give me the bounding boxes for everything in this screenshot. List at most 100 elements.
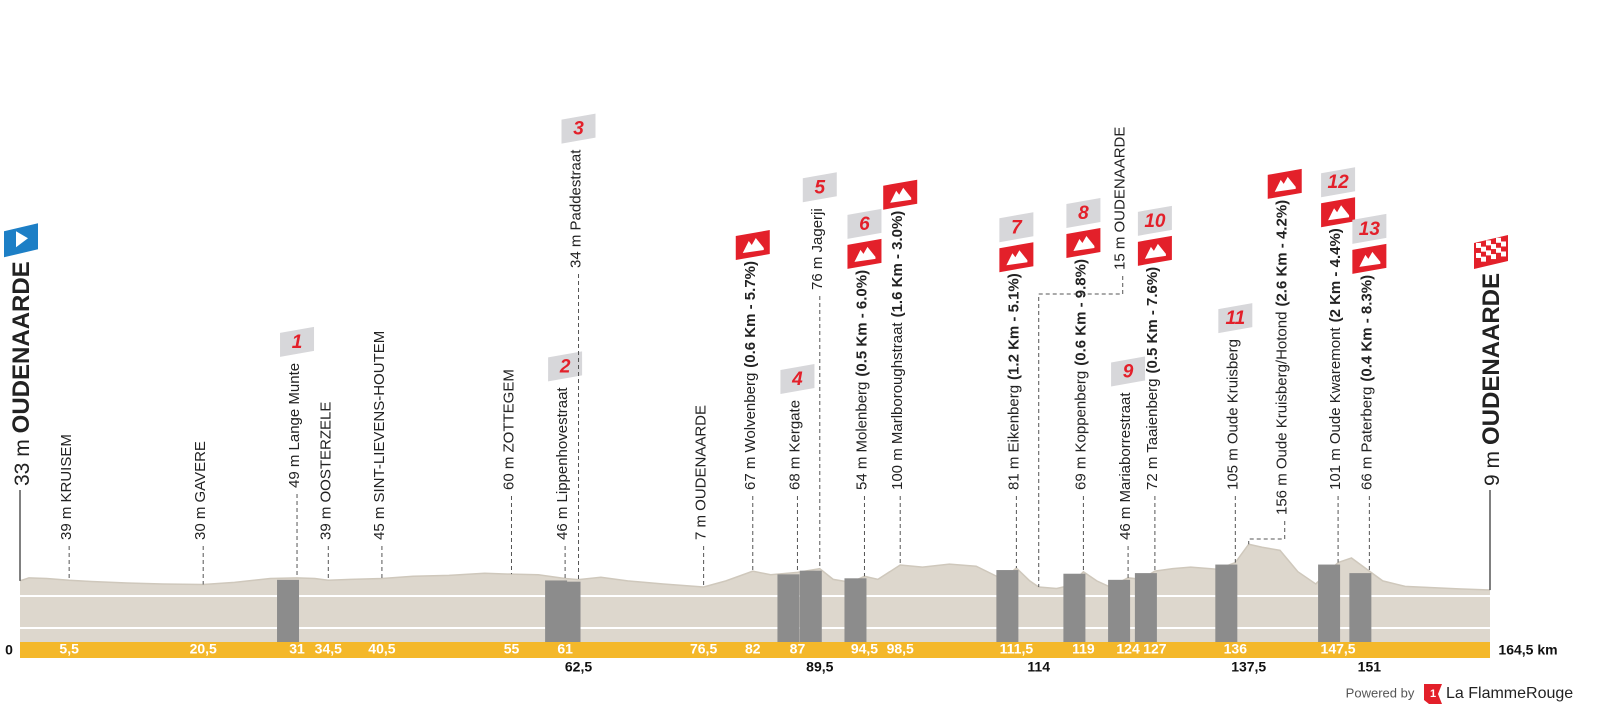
waypoint-label: 49 m Lange Munte [286, 363, 303, 488]
sector-number: 3 [573, 119, 584, 140]
waypoint-label: 100 m Marlboroughstraat (1.6 Km - 3.0%) [889, 211, 906, 490]
waypoint-name: 100 m Marlboroughstraat [889, 322, 906, 490]
km-label: 111,5 [1000, 641, 1034, 657]
sector-number: 11 [1225, 308, 1245, 329]
sector-shade [1134, 573, 1157, 642]
waypoint-label: 60 m ZOTTEGEM [500, 369, 517, 490]
sector-flag [780, 363, 815, 394]
waypoint-label: 39 m KRUISEM [58, 434, 75, 540]
sector-flag [1137, 205, 1172, 236]
waypoint-label: 81 m Eikenberg (1.2 Km - 5.1%) [1005, 273, 1022, 490]
waypoint-label: 30 m GAVERE [192, 441, 209, 540]
waypoint-name: 30 m GAVERE [192, 441, 209, 540]
waypoint-name: 76 m Jagerji [809, 208, 826, 290]
sector-shade [799, 570, 822, 642]
start-arrow [16, 231, 28, 248]
climb-mountain [1328, 205, 1350, 221]
finish-check [1476, 242, 1481, 248]
waypoint-label: 156 m Oude Kruisberg/Hotond (2.6 Km - 4.2… [1274, 200, 1291, 515]
waypoint-name: 54 m Molenberg [853, 382, 870, 490]
sector-flag [999, 212, 1034, 243]
km-label: 0 [5, 642, 13, 658]
sector-shade [996, 570, 1019, 642]
waypoint-name: 105 m Oude Kruisberg [1224, 339, 1241, 490]
sector-shade [1349, 573, 1372, 642]
km-label: 164,5 km [1498, 642, 1557, 658]
sector-number: 4 [791, 369, 803, 390]
km-label: 89,5 [806, 659, 833, 675]
sector-number: 8 [1078, 203, 1089, 224]
brand: La FlammeRouge [1446, 685, 1573, 702]
endpoint-name: OUDENAARDE [1478, 273, 1505, 445]
waypoint-name: 66 m Paterberg [1358, 387, 1375, 490]
finish-check [1486, 250, 1491, 256]
climb-mountain [1144, 243, 1166, 259]
waypoint-label: 72 m Taaienberg (0.5 Km - 7.6%) [1144, 267, 1161, 490]
sector-number: 5 [814, 177, 825, 198]
sector-flag [1352, 213, 1387, 244]
climb-info: (1.2 Km - 5.1%) [1005, 273, 1022, 380]
waypoint-label: 105 m Oude Kruisberg [1224, 339, 1241, 490]
waypoint-label: 7 m OUDENAARDE [693, 405, 710, 540]
leader-line [1248, 521, 1286, 545]
waypoint-name: 45 m SINT-LIEVENS-HOUTEM [371, 331, 388, 540]
sector-number: 9 [1123, 361, 1134, 382]
km-label: 136 [1224, 641, 1248, 657]
finish-check [1501, 251, 1506, 257]
sector-flag [847, 208, 882, 239]
waypoint-label: 66 m Paterberg (0.4 Km - 8.3%) [1358, 275, 1375, 490]
sector-number: 13 [1359, 219, 1381, 240]
waypoint-name: 156 m Oude Kruisberg/Hotond [1274, 312, 1291, 515]
climb-info: (0.4 Km - 8.3%) [1358, 275, 1375, 382]
sector-shade [277, 579, 300, 642]
waypoint-label: 68 m Kergate [786, 400, 803, 490]
sector-flag [1066, 198, 1101, 229]
finish-check [1476, 252, 1481, 258]
km-label: 20,5 [190, 641, 217, 657]
waypoint-name: 46 m Mariaborrestraat [1117, 392, 1134, 540]
km-label: 137,5 [1231, 659, 1266, 675]
sector-shade [1215, 564, 1238, 642]
finish-check [1501, 241, 1506, 247]
endpoint-label: 9 m OUDENAARDE [1478, 273, 1505, 486]
km-label: 124 [1116, 641, 1140, 657]
waypoint-label: 101 m Oude Kwaremont (2 Km - 4.4%) [1327, 228, 1344, 490]
finish-check [1486, 240, 1491, 246]
waypoint-label: 46 m Mariaborrestraat [1117, 392, 1134, 540]
km-label: 98,5 [887, 641, 914, 657]
climb-mountain [1006, 250, 1028, 266]
waypoint-name: 81 m Eikenberg [1005, 385, 1022, 490]
waypoint-name: 49 m Lange Munte [286, 363, 303, 488]
sector-flag [561, 113, 596, 144]
logo-mark: 1 [1430, 688, 1436, 700]
km-label: 76,5 [690, 641, 717, 657]
waypoint-name: 67 m Wolvenberg [742, 373, 759, 490]
climb-info: (0.6 Km - 9.8%) [1072, 259, 1089, 366]
km-label: 147,5 [1321, 641, 1356, 657]
climb-info: (2.6 Km - 4.2%) [1274, 200, 1291, 307]
leader-line [1038, 276, 1124, 587]
powered-by: Powered by [1346, 685, 1415, 700]
endpoint-altitude: 33 m [11, 439, 34, 486]
km-label: 61 [557, 641, 573, 657]
waypoint-name: 60 m ZOTTEGEM [500, 369, 517, 490]
waypoint-name: 39 m KRUISEM [58, 434, 75, 540]
finish-check [1481, 246, 1486, 252]
km-label: 94,5 [851, 641, 878, 657]
climb-info: (1.6 Km - 3.0%) [889, 211, 906, 318]
climb-info: (0.5 Km - 7.6%) [1144, 267, 1161, 374]
waypoint-name: 34 m Paddestraat [567, 149, 584, 268]
sector-number: 12 [1328, 172, 1350, 193]
waypoint-label: 54 m Molenberg (0.5 Km - 6.0%) [853, 270, 870, 490]
sector-flag [802, 172, 837, 203]
waypoint-label: 67 m Wolvenberg (0.6 Km - 5.7%) [742, 261, 759, 490]
km-label: 82 [745, 641, 761, 657]
sector-shade [844, 578, 867, 642]
km-label: 127 [1143, 641, 1167, 657]
waypoint-name: 69 m Koppenberg [1072, 371, 1089, 490]
waypoint-label: 45 m SINT-LIEVENS-HOUTEM [371, 331, 388, 540]
km-label: 5,5 [59, 641, 79, 657]
waypoint-label: 69 m Koppenberg (0.6 Km - 9.8%) [1072, 259, 1089, 490]
km-label: 62,5 [565, 659, 592, 675]
waypoint-name: 39 m OOSTERZELE [317, 402, 334, 540]
